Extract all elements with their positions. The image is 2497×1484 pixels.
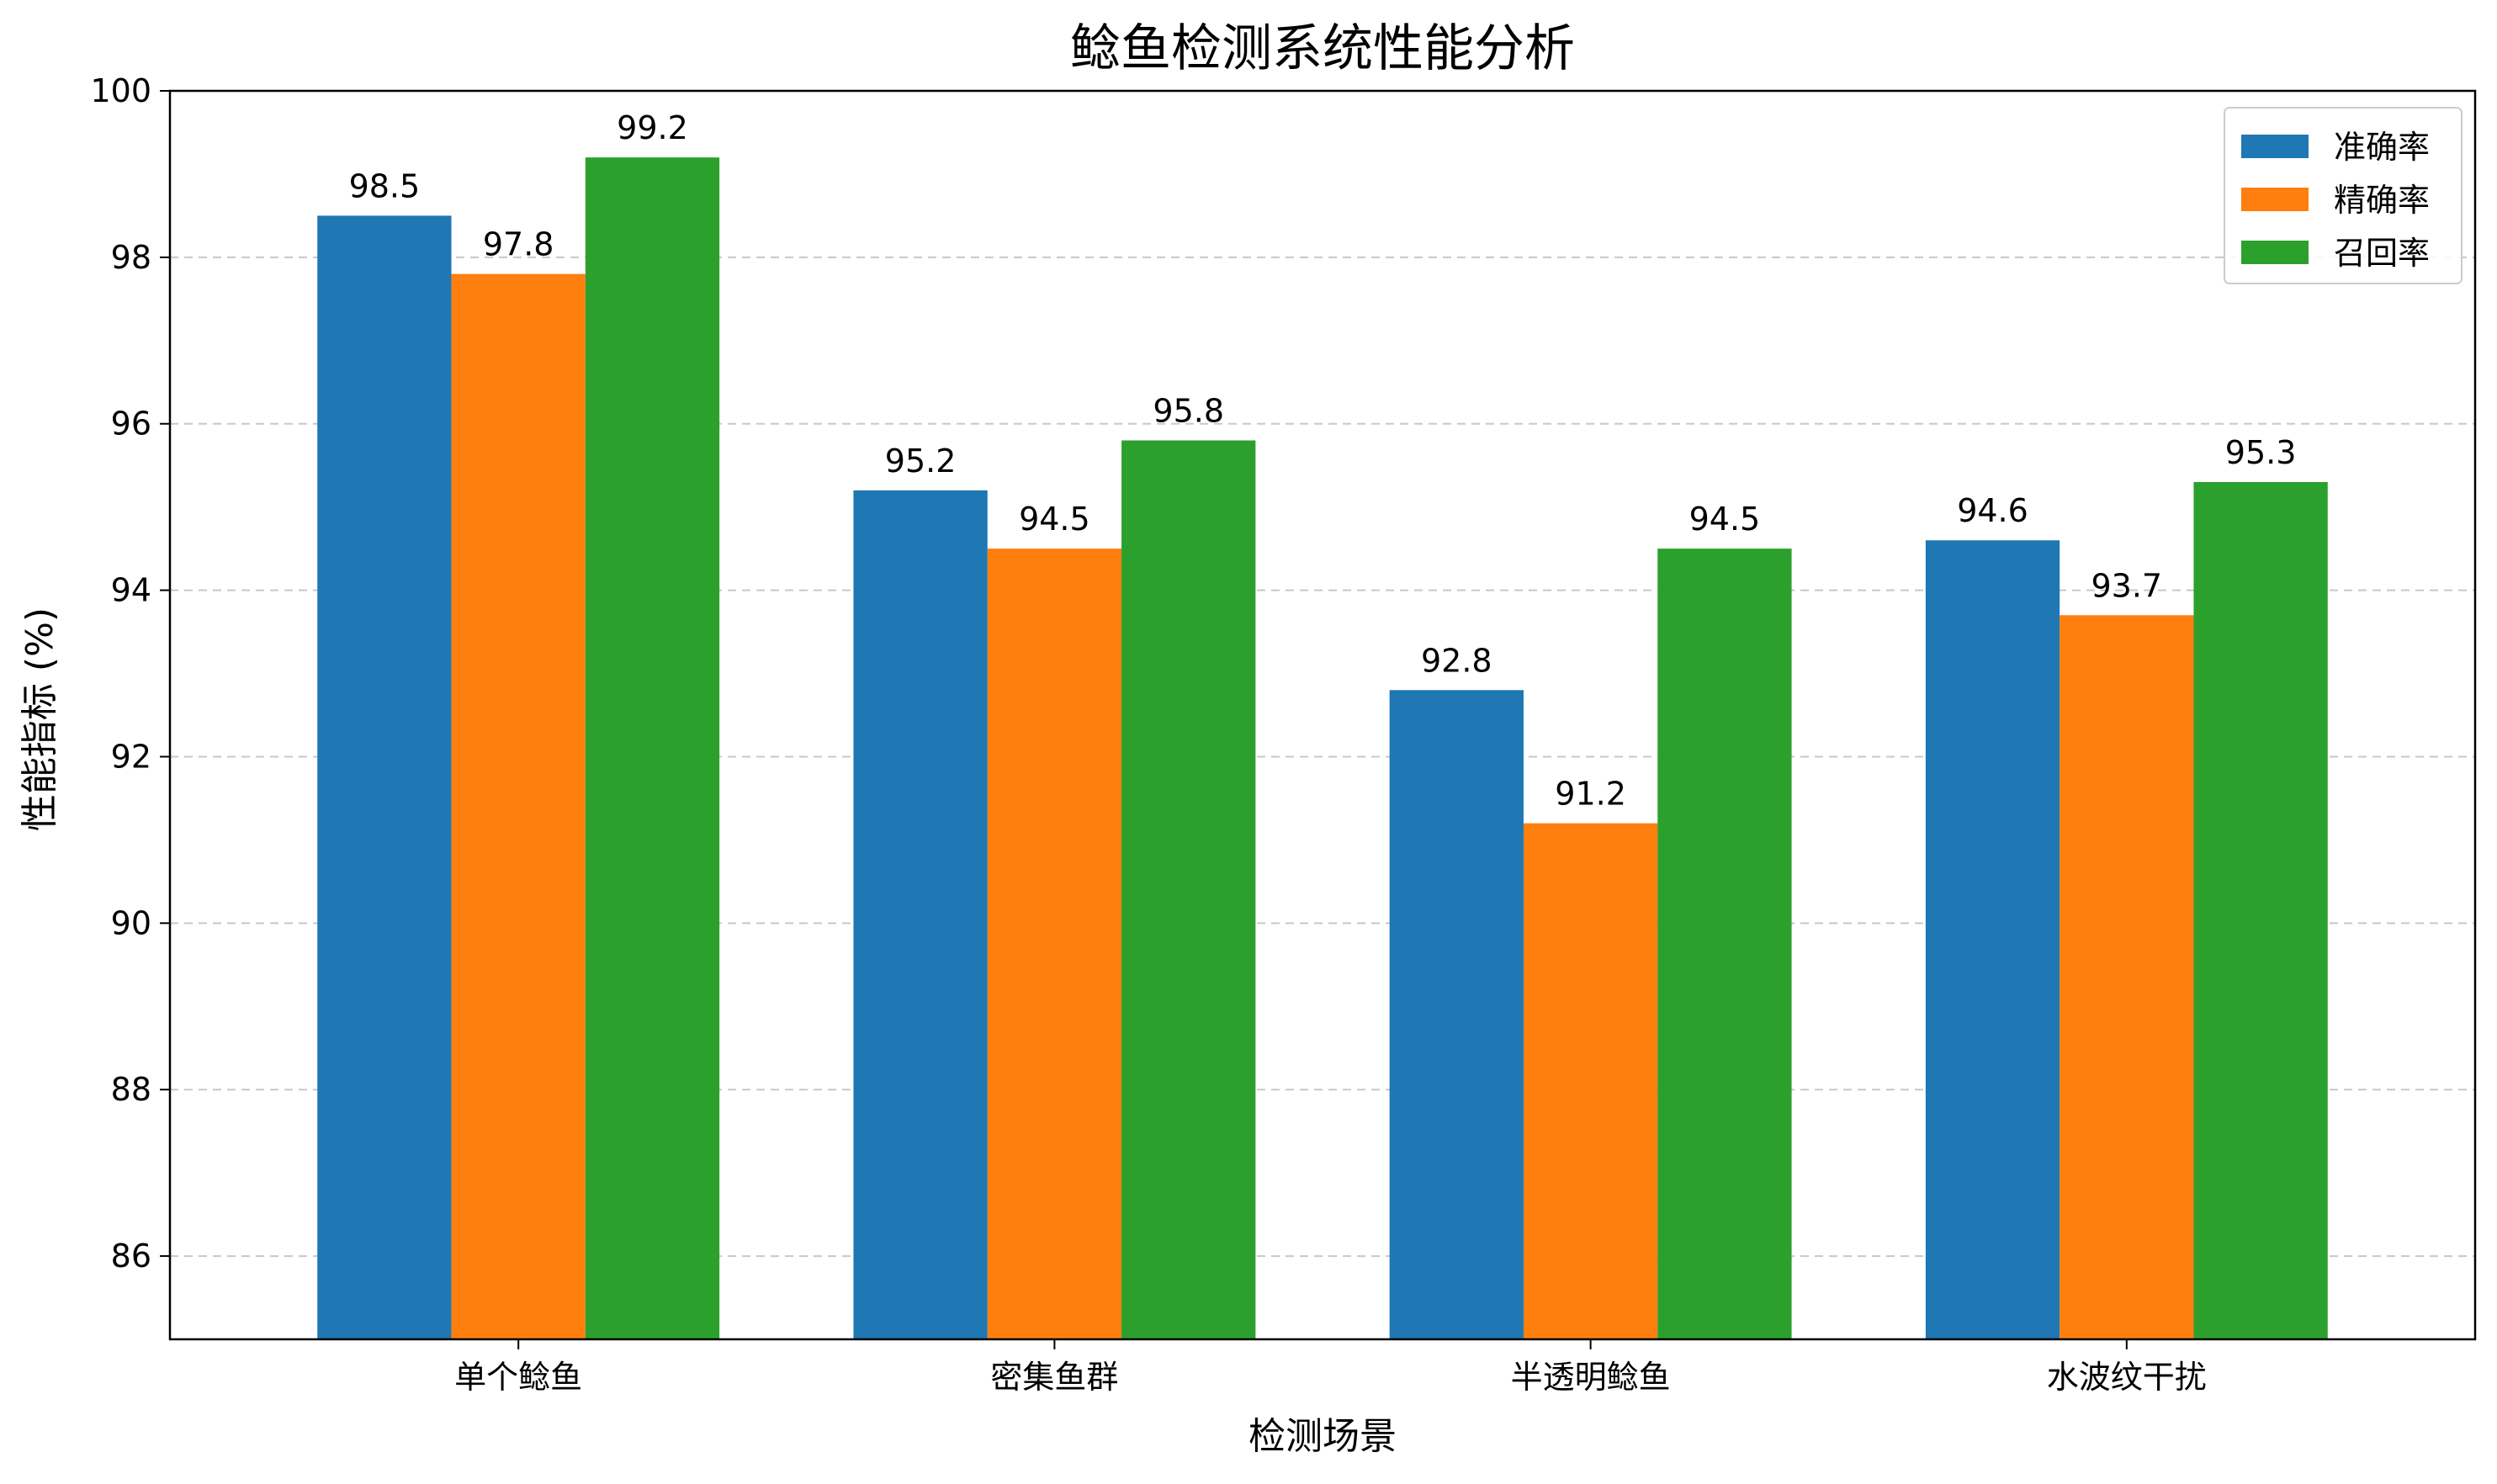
data-label: 91.2 bbox=[1555, 776, 1626, 813]
y-tick-label: 88 bbox=[111, 1071, 151, 1108]
bar bbox=[585, 157, 720, 1339]
data-label: 97.8 bbox=[483, 226, 554, 263]
data-label: 94.5 bbox=[1689, 501, 1761, 538]
chart-title: 鲶鱼检测系统性能分析 bbox=[1070, 19, 1575, 78]
bar bbox=[1389, 690, 1524, 1339]
axis-ticks: 86 88 90 92 94 96 98 100 单个鲶鱼 密集鱼群 半透明鲶鱼 水波纹干扰 bbox=[90, 72, 2206, 1396]
data-label: 98.5 bbox=[349, 167, 421, 204]
legend-swatch bbox=[2241, 135, 2309, 158]
y-tick-label: 98 bbox=[111, 239, 151, 276]
bar bbox=[317, 215, 452, 1339]
bar bbox=[1523, 823, 1658, 1339]
legend-label: 准确率 bbox=[2334, 129, 2430, 166]
legend-label: 精确率 bbox=[2334, 182, 2430, 219]
y-tick-label: 90 bbox=[111, 904, 151, 941]
y-tick-label: 86 bbox=[111, 1238, 151, 1275]
data-label: 94.6 bbox=[1957, 492, 2028, 529]
data-label: 95.8 bbox=[1153, 393, 1224, 430]
x-tick-label: 半透明鲶鱼 bbox=[1511, 1359, 1671, 1396]
x-tick-label: 单个鲶鱼 bbox=[454, 1359, 582, 1396]
y-tick-label: 100 bbox=[90, 72, 151, 109]
plot-frame bbox=[168, 89, 2477, 1341]
y-tick-label: 96 bbox=[111, 405, 151, 443]
data-label: 93.7 bbox=[2091, 567, 2163, 604]
legend-swatch bbox=[2241, 188, 2309, 211]
bar bbox=[2060, 615, 2194, 1339]
x-tick-label: 密集鱼群 bbox=[990, 1359, 1118, 1396]
data-label: 94.5 bbox=[1019, 501, 1090, 538]
y-tick-label: 94 bbox=[111, 572, 151, 609]
bar bbox=[853, 490, 988, 1339]
data-labels: 98.5 97.8 99.2 95.2 94.5 95.8 92.8 91.2 94.5 94.6… bbox=[349, 109, 2297, 812]
bar bbox=[451, 273, 586, 1339]
x-tick-label: 水波纹干扰 bbox=[2047, 1359, 2207, 1396]
data-label: 92.8 bbox=[1421, 642, 1492, 679]
bar bbox=[1925, 540, 2060, 1339]
data-label: 99.2 bbox=[617, 109, 688, 146]
legend-swatch bbox=[2241, 241, 2309, 264]
legend-label: 召回率 bbox=[2334, 235, 2430, 272]
bar bbox=[2193, 481, 2328, 1339]
bar bbox=[987, 549, 1122, 1339]
bar bbox=[1121, 440, 1256, 1339]
data-label: 95.2 bbox=[885, 443, 957, 480]
x-axis-label: 检测场景 bbox=[1248, 1415, 1397, 1458]
bars bbox=[317, 157, 2328, 1339]
y-axis-label: 性能指标 (%) bbox=[19, 607, 61, 831]
y-tick-label: 92 bbox=[111, 738, 151, 775]
data-label: 95.3 bbox=[2225, 434, 2297, 471]
bar bbox=[1657, 549, 1792, 1339]
